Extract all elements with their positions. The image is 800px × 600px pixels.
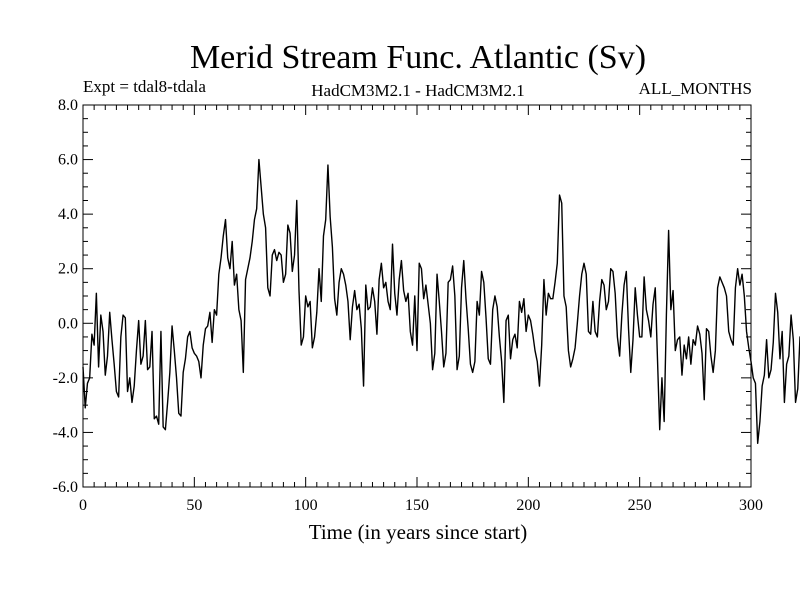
x-tick-label: 150 — [405, 497, 429, 514]
subtitle-experiment: Expt = tdal8-tdala — [83, 77, 206, 96]
x-tick-label: 0 — [79, 497, 87, 514]
subtitle-months: ALL_MONTHS — [639, 79, 752, 98]
series-line — [82, 158, 800, 445]
x-axis-label: Time (in years since start) — [309, 520, 528, 544]
y-tick-label: -6.0 — [53, 479, 78, 496]
x-tick-label: 300 — [739, 497, 763, 514]
subtitle-models: HadCM3M2.1 - HadCM3M2.1 — [311, 81, 524, 100]
y-tick-label: 0.0 — [58, 315, 78, 332]
x-tick-label: 250 — [628, 497, 652, 514]
y-tick-label: 2.0 — [58, 261, 78, 278]
x-tick-label: 100 — [294, 497, 318, 514]
axis-tick-labels: 0 50 100 150 200 250 300 -6.0 -4.0 -2.0 0.0 2.0 4.0 6… — [53, 97, 763, 514]
y-tick-label: -2.0 — [53, 370, 78, 387]
x-tick-label: 200 — [516, 497, 540, 514]
y-tick-label: 8.0 — [58, 97, 78, 114]
y-tick-label: -4.0 — [53, 424, 78, 441]
y-tick-label: 6.0 — [58, 152, 78, 169]
axis-ticks — [82, 104, 752, 488]
y-tick-label: 4.0 — [58, 206, 78, 223]
plot-frame — [82, 104, 752, 488]
chart-title: Merid Stream Func. Atlantic (Sv) — [190, 39, 646, 76]
x-tick-label: 50 — [186, 497, 202, 514]
